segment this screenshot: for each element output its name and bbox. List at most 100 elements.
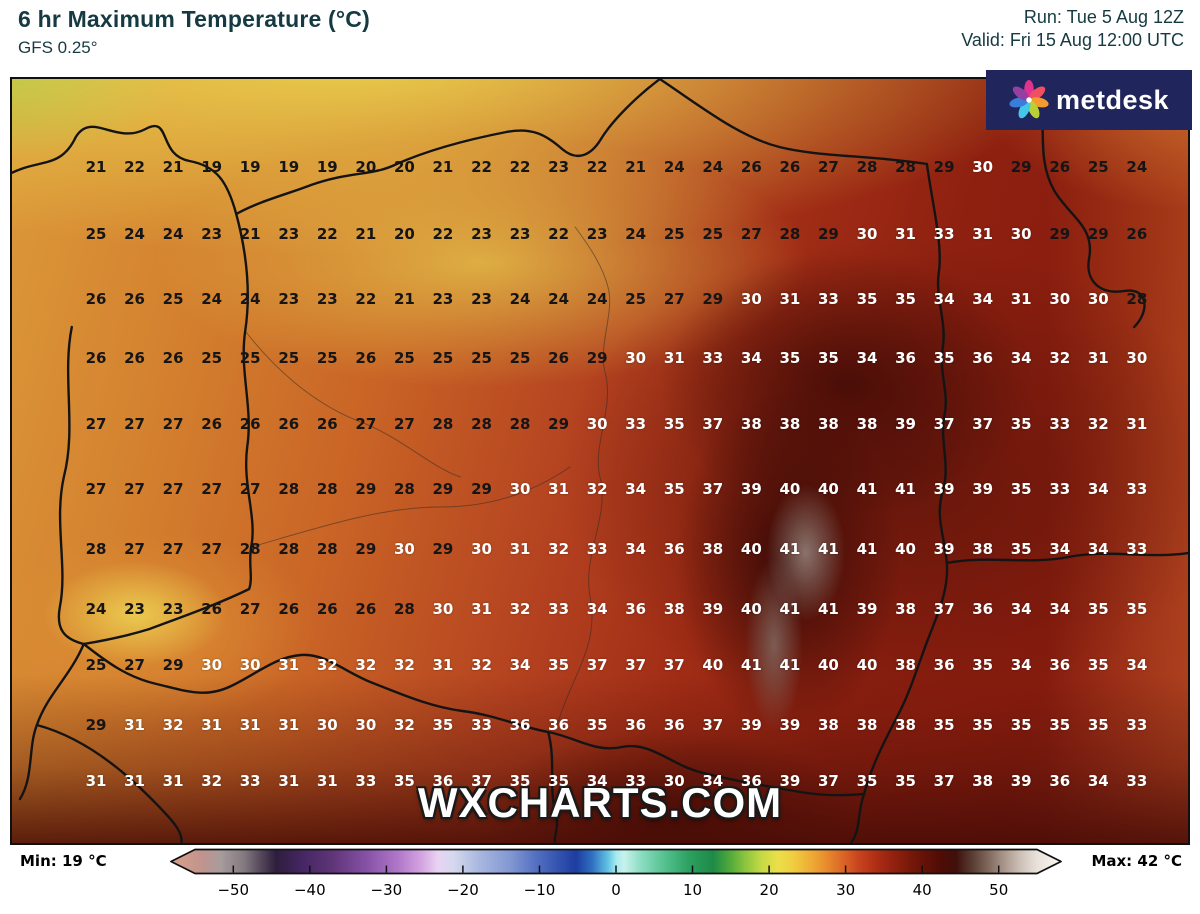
border-lithuania-belarus	[1037, 79, 1146, 329]
temp-value: 28	[239, 540, 261, 558]
temp-value: 37	[818, 772, 839, 790]
temp-value: 28	[895, 158, 916, 176]
temp-value: 25	[162, 290, 184, 308]
temp-value: 19	[239, 158, 261, 176]
baltic-coastline	[12, 79, 661, 216]
temp-value: 26	[1126, 225, 1148, 243]
temp-value: 30	[1010, 225, 1032, 243]
temp-value: 35	[972, 716, 994, 734]
temp-value: 27	[124, 415, 145, 433]
temp-value: 37	[702, 415, 724, 433]
temp-value: 38	[856, 716, 878, 734]
temperature-grid: 21 22 21 19 19 19 19 20 20 21 22 22 23 22 21 24 24 26 26 27…	[12, 79, 1188, 843]
temp-value: 27	[162, 415, 184, 433]
temp-value: 24	[586, 290, 608, 308]
temp-value: 29	[355, 480, 377, 498]
temp-value: 30	[509, 480, 531, 498]
watermark: WXCHARTS.COM	[417, 779, 783, 826]
temp-value: 41	[856, 540, 878, 558]
temp-value: 34	[1087, 772, 1109, 790]
scale-tick-label: 50	[989, 881, 1009, 899]
temp-value: 35	[663, 480, 685, 498]
temp-value: 29	[933, 158, 955, 176]
temp-value: 39	[972, 480, 994, 498]
temp-value: 26	[316, 600, 338, 618]
temp-value: 37	[933, 772, 955, 790]
temp-value: 26	[548, 349, 570, 367]
temp-value: 28	[509, 415, 531, 433]
temp-value: 22	[586, 158, 608, 176]
temp-value: 27	[85, 415, 107, 433]
temp-value: 36	[663, 716, 685, 734]
temp-value: 38	[740, 415, 762, 433]
temp-value: 39	[740, 480, 762, 498]
temp-value: 35	[548, 772, 570, 790]
temp-value: 26	[278, 415, 300, 433]
temp-value: 30	[856, 225, 878, 243]
temp-value: 35	[933, 716, 955, 734]
temp-value: 33	[586, 540, 608, 558]
temp-value: 30	[355, 716, 377, 734]
temp-value: 31	[895, 225, 916, 243]
valid-time: Valid: Fri 15 Aug 12:00 UTC	[961, 30, 1184, 51]
temp-value: 32	[201, 772, 223, 790]
temp-value: 27	[740, 225, 762, 243]
temp-value: 19	[201, 158, 223, 176]
temp-value: 31	[471, 600, 492, 618]
temp-value: 25	[432, 349, 454, 367]
temp-value: 38	[895, 716, 916, 734]
temp-value: 30	[1087, 290, 1109, 308]
temp-value: 35	[1010, 480, 1032, 498]
temp-value: 40	[702, 656, 724, 674]
temp-value: 31	[548, 480, 570, 498]
temp-value: 30	[239, 656, 261, 674]
temp-value: 40	[740, 540, 762, 558]
temp-value: 33	[471, 716, 492, 734]
temp-value: 40	[856, 656, 878, 674]
border-ukraine-slovakia	[849, 792, 866, 843]
temp-value: 35	[1049, 716, 1071, 734]
temp-value: 34	[586, 772, 608, 790]
temp-value: 30	[740, 290, 762, 308]
river-oder	[244, 330, 461, 478]
temp-value: 34	[856, 349, 878, 367]
temp-value: 34	[1087, 480, 1109, 498]
temp-value: 36	[663, 540, 685, 558]
temp-value: 36	[933, 656, 955, 674]
temp-value: 24	[162, 225, 184, 243]
temp-value: 35	[548, 656, 570, 674]
temp-value: 25	[663, 225, 685, 243]
temp-value: 22	[471, 158, 492, 176]
temp-value: 41	[895, 480, 916, 498]
temp-value: 23	[548, 158, 570, 176]
temp-value: 39	[779, 716, 801, 734]
temp-value: 29	[162, 656, 184, 674]
temp-value: 38	[972, 540, 994, 558]
temp-value: 36	[972, 349, 994, 367]
temp-value: 38	[856, 415, 878, 433]
temp-value: 36	[509, 716, 531, 734]
temp-value: 32	[1049, 349, 1071, 367]
temp-value: 23	[586, 225, 608, 243]
temp-value: 28	[278, 540, 300, 558]
flower-petal	[1029, 86, 1046, 101]
temp-value: 29	[85, 716, 107, 734]
temp-value: 27	[201, 540, 223, 558]
temp-value: 39	[702, 600, 724, 618]
temp-value: 26	[162, 349, 184, 367]
temp-value: 33	[1049, 415, 1071, 433]
temp-value: 31	[1010, 290, 1032, 308]
temp-value: 35	[509, 772, 531, 790]
temp-value: 26	[355, 349, 377, 367]
temp-value: 29	[471, 480, 492, 498]
temp-value: 36	[740, 772, 762, 790]
temp-value: 30	[586, 415, 608, 433]
temp-value: 30	[432, 600, 454, 618]
temp-value: 25	[625, 290, 647, 308]
temp-value: 21	[162, 158, 184, 176]
temp-value: 26	[355, 600, 377, 618]
scale-tick-label: 10	[682, 881, 703, 899]
temp-value: 36	[895, 349, 916, 367]
temp-value: 27	[239, 600, 261, 618]
temp-value: 35	[1010, 540, 1032, 558]
